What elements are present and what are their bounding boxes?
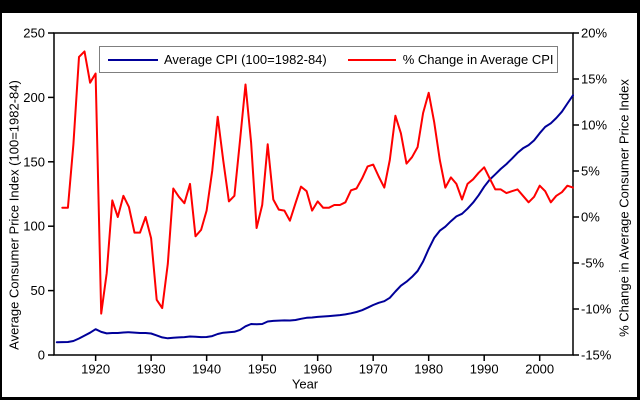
legend-line-sample-pct-change — [347, 58, 396, 61]
legend-line-sample-average-cpi — [108, 58, 158, 61]
svg-text:-5%: -5% — [581, 256, 605, 271]
svg-text:1920: 1920 — [81, 362, 110, 377]
svg-text:0%: 0% — [581, 210, 600, 225]
svg-text:50: 50 — [31, 283, 45, 298]
svg-text:150: 150 — [23, 154, 45, 169]
svg-text:1980: 1980 — [414, 362, 443, 377]
x-axis-title: Year — [291, 376, 319, 392]
svg-text:1950: 1950 — [248, 362, 277, 377]
svg-text:-10%: -10% — [581, 302, 612, 317]
svg-text:15%: 15% — [581, 72, 607, 87]
svg-text:1930: 1930 — [137, 362, 166, 377]
svg-text:5%: 5% — [581, 164, 600, 179]
svg-text:10%: 10% — [581, 118, 607, 133]
legend: Average CPI (100=1982-84) % Change in Av… — [99, 46, 558, 73]
svg-text:250: 250 — [23, 26, 45, 41]
legend-label-average-cpi: Average CPI (100=1982-84) — [164, 52, 327, 67]
svg-text:-15%: -15% — [581, 348, 612, 363]
svg-text:1940: 1940 — [192, 362, 221, 377]
svg-text:1970: 1970 — [359, 362, 388, 377]
svg-text:1990: 1990 — [470, 362, 499, 377]
svg-text:1960: 1960 — [303, 362, 332, 377]
left-axis-title: Average Consumer Price Index (100=1982-8… — [6, 80, 22, 350]
svg-text:100: 100 — [23, 219, 45, 234]
legend-label-pct-change: % Change in Average CPI — [402, 52, 554, 67]
svg-text:2000: 2000 — [525, 362, 554, 377]
svg-text:0: 0 — [38, 348, 45, 363]
svg-text:20%: 20% — [581, 26, 607, 41]
svg-text:200: 200 — [23, 90, 45, 105]
right-axis-title: % Change in Average Consumer Price Index — [616, 79, 632, 337]
